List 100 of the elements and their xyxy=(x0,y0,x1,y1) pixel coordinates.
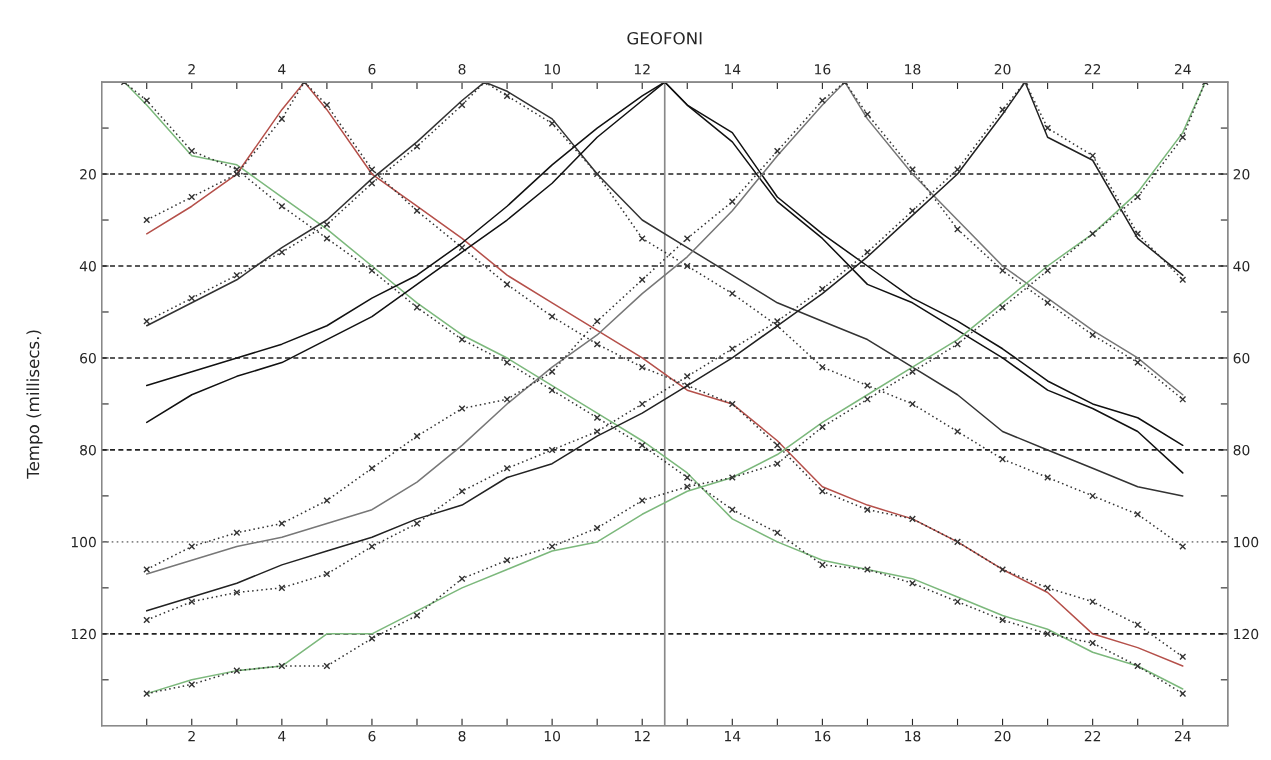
point xyxy=(413,207,421,215)
point xyxy=(458,487,466,495)
x2-tick-label: 24 xyxy=(1174,64,1191,75)
point xyxy=(143,96,151,104)
y-axis-title: Tempo (millisecs.) xyxy=(26,330,43,479)
point xyxy=(323,497,331,504)
y-tick-label: 40 xyxy=(79,260,96,272)
point xyxy=(818,561,826,569)
point xyxy=(503,359,511,367)
x-tick-label: 18 xyxy=(905,730,921,742)
point xyxy=(593,170,601,178)
point xyxy=(909,515,916,523)
point xyxy=(1044,630,1052,638)
point xyxy=(458,405,466,413)
point xyxy=(1044,124,1052,132)
point xyxy=(773,441,781,449)
point xyxy=(909,207,916,215)
point xyxy=(233,170,241,178)
x2-tick-label: 22 xyxy=(1084,64,1101,75)
point xyxy=(683,234,691,242)
point xyxy=(1179,276,1187,284)
point xyxy=(233,588,241,596)
point xyxy=(278,662,286,670)
point xyxy=(458,336,466,344)
y2-tick-label: 100 xyxy=(1234,536,1259,548)
point xyxy=(368,179,376,187)
point xyxy=(593,524,601,532)
point xyxy=(683,372,691,380)
y2-tick-label: 20 xyxy=(1233,169,1250,180)
point xyxy=(954,340,961,348)
point xyxy=(773,147,781,155)
point xyxy=(999,565,1007,573)
point xyxy=(818,423,826,431)
point xyxy=(1179,395,1187,403)
point xyxy=(909,579,916,587)
point xyxy=(1134,230,1142,238)
point xyxy=(818,487,826,495)
x-tick-label: 10 xyxy=(544,730,561,742)
x-tick-label: 14 xyxy=(724,731,741,742)
point xyxy=(638,497,646,504)
point xyxy=(323,221,331,229)
point xyxy=(909,368,916,376)
point xyxy=(954,165,961,173)
x-tick-label: 6 xyxy=(368,730,376,742)
point xyxy=(368,267,376,275)
x-tick-label: 24 xyxy=(1174,730,1191,742)
x2-tick-label: 6 xyxy=(368,64,376,75)
point xyxy=(1134,359,1142,367)
point xyxy=(728,198,736,206)
point xyxy=(863,382,871,390)
point xyxy=(413,520,421,527)
point xyxy=(728,290,736,298)
point xyxy=(188,680,196,688)
point xyxy=(368,464,376,472)
point xyxy=(1179,653,1187,661)
point xyxy=(1044,474,1052,481)
point xyxy=(278,248,286,256)
point xyxy=(323,570,331,578)
point xyxy=(638,400,646,408)
point xyxy=(1179,690,1187,698)
point xyxy=(1089,639,1097,647)
y-tick-label: 20 xyxy=(80,169,96,180)
point xyxy=(909,165,916,173)
point xyxy=(368,634,376,642)
point xyxy=(548,368,556,376)
y2-tick-label: 120 xyxy=(1234,628,1259,640)
point xyxy=(593,428,601,436)
point xyxy=(728,474,736,481)
point xyxy=(683,483,691,491)
point xyxy=(548,313,556,321)
point xyxy=(1179,543,1187,550)
x2-tick-label: 12 xyxy=(634,64,650,75)
y-tick-label: 100 xyxy=(71,536,96,548)
point xyxy=(638,363,646,371)
x2-tick-label: 20 xyxy=(994,64,1011,75)
y2-tick-label: 40 xyxy=(1233,260,1250,272)
point xyxy=(1044,584,1052,592)
point xyxy=(1089,492,1097,500)
point xyxy=(503,556,511,564)
point xyxy=(863,565,871,573)
point xyxy=(188,598,196,606)
point xyxy=(503,280,511,288)
y-tick-label: 60 xyxy=(80,352,96,364)
point xyxy=(954,225,961,233)
point xyxy=(773,317,781,325)
point xyxy=(458,101,466,109)
point xyxy=(863,110,871,118)
point xyxy=(323,101,331,109)
point xyxy=(143,616,151,624)
x2-tick-label: 8 xyxy=(458,64,466,75)
point xyxy=(593,414,601,422)
point xyxy=(1134,662,1142,670)
point xyxy=(638,234,646,242)
point xyxy=(368,165,376,173)
point xyxy=(368,543,376,550)
x2-tick-label: 18 xyxy=(905,64,921,75)
point xyxy=(863,248,871,256)
point xyxy=(818,285,826,293)
point xyxy=(773,460,781,468)
point xyxy=(413,611,421,619)
